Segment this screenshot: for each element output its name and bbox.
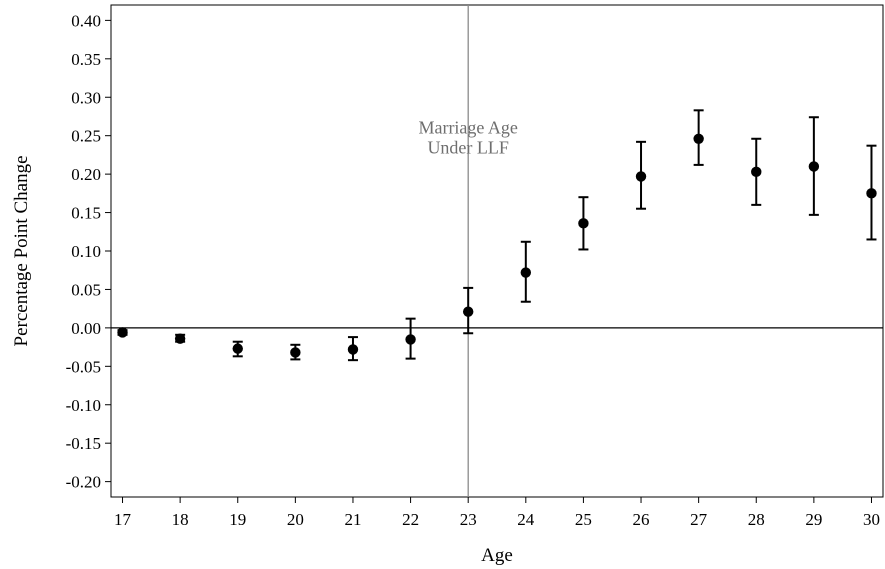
x-tick-label: 21 [344,510,361,529]
x-axis-title: Age [481,545,513,566]
x-tick-label: 27 [690,510,708,529]
point-marker [578,218,589,229]
annotation-line-1: Marriage Age [418,118,517,138]
y-tick-label: 0.10 [71,242,101,261]
y-axis-title: Percentage Point Change [11,155,32,346]
point-marker [347,344,359,355]
y-tick-label: -0.10 [66,396,101,415]
plot-frame [110,4,884,498]
point-marker [866,188,877,199]
point-marker [635,171,647,182]
data-point-age-17 [117,327,128,338]
y-tick-label: 0.00 [71,319,101,338]
point-marker [290,347,301,358]
point-marker [693,133,704,144]
data-point-age-28 [751,137,762,206]
y-axis: -0.20 -0.15 -0.10 -0.05 0.00 0.05 0.10 0.15 0.20… [66,11,111,492]
y-tick-label: -0.15 [66,434,101,453]
x-tick-label: 18 [172,510,189,529]
data-point-age-23 [462,286,474,335]
x-tick-label: 17 [114,510,132,529]
data-point-age-26 [635,140,647,210]
y-tick-label: 0.40 [71,11,101,30]
x-tick-label: 30 [863,510,880,529]
annotation-line-2: Under LLF [427,138,508,158]
x-tick-label: 20 [287,510,304,529]
y-tick-label: 0.15 [71,204,101,223]
data-point-age-21 [347,336,359,362]
x-tick-label: 19 [229,510,246,529]
y-tick-label: -0.05 [66,357,101,376]
point-marker [808,161,820,172]
point-marker [462,306,474,317]
y-tick-label: 0.30 [71,88,101,107]
x-tick-label: 28 [748,510,765,529]
x-tick-label: 29 [805,510,822,529]
point-marker [117,327,128,338]
data-point-age-18 [174,333,186,344]
data-point-age-27 [693,109,704,166]
point-marker [174,333,186,344]
data-point-age-19 [232,340,243,358]
y-tick-label: 0.05 [71,280,101,299]
data-point-age-30 [866,144,877,241]
point-marker [232,343,243,354]
y-tick-label: 0.25 [71,127,101,146]
y-tick-label: -0.20 [66,473,101,492]
x-tick-label: 25 [575,510,592,529]
x-tick-label: 23 [460,510,477,529]
x-tick-label: 22 [402,510,419,529]
data-point-age-22 [405,317,416,360]
data-points [117,109,877,362]
point-marker [520,267,532,278]
reference-lines [111,5,883,497]
data-point-age-24 [520,240,532,303]
x-tick-label: 26 [633,510,650,529]
y-tick-label: 0.35 [71,50,101,69]
point-marker [405,334,416,345]
point-marker [751,166,762,178]
data-point-age-25 [578,196,589,251]
y-tick-label: 0.20 [71,165,101,184]
x-axis: 17 18 19 20 21 22 23 24 25 26 27 28 29 30 [114,497,880,529]
data-point-age-20 [290,343,301,361]
x-tick-label: 24 [517,510,535,529]
data-point-age-29 [808,116,820,216]
